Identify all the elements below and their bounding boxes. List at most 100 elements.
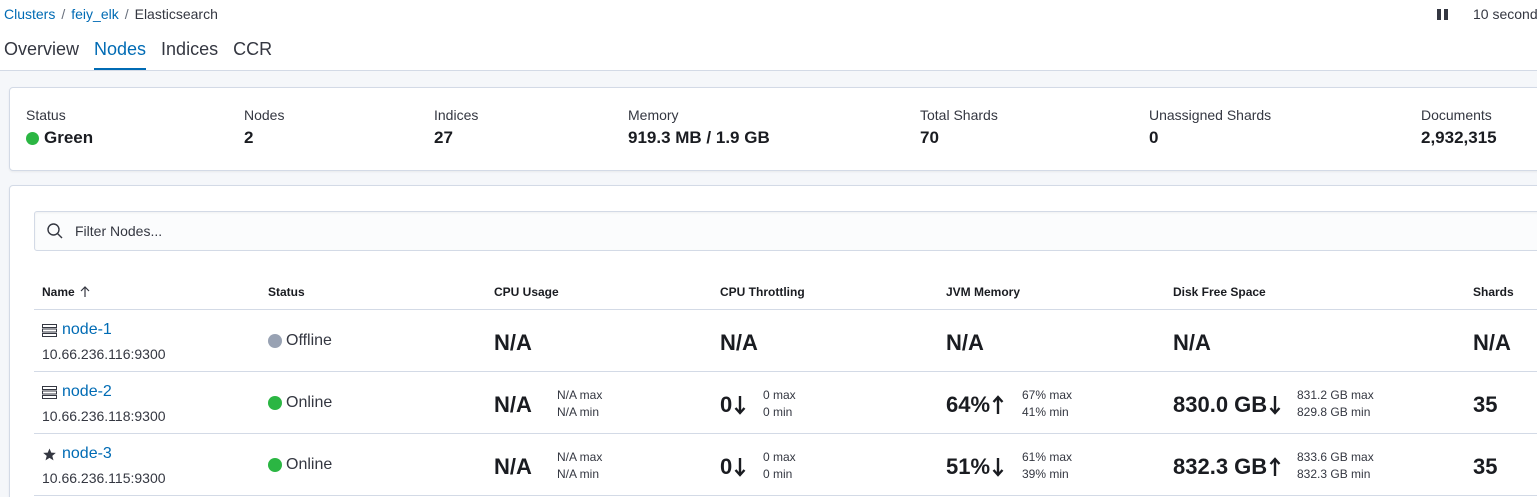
summary-total-shards-label: Total Shards <box>920 107 998 123</box>
shards-value: N/A <box>1473 330 1511 355</box>
node-address: 10.66.236.115:9300 <box>42 470 166 486</box>
disk-free-range: 831.2 GB max 829.8 GB min <box>1297 387 1374 421</box>
search-icon <box>47 223 63 239</box>
column-header-status[interactable]: Status <box>268 285 305 299</box>
jvm-memory-value: N/A <box>946 330 984 355</box>
table-header: Name Status CPU Usage CPU Throttling JVM… <box>34 270 1537 310</box>
arrow-down-icon <box>734 458 746 477</box>
tab-ccr[interactable]: CCR <box>233 39 273 59</box>
summary-status-value: Green <box>44 128 94 147</box>
disk-free-value: 832.3 GB <box>1173 454 1268 479</box>
column-header-cpu-usage[interactable]: CPU Usage <box>494 285 559 299</box>
summary-indices-value: 27 <box>434 128 453 147</box>
header: Clusters / feiy_elk / Elasticsearch 10 secon… <box>0 0 1537 71</box>
server-icon <box>42 323 57 337</box>
cpu-usage-value: N/A <box>494 454 532 479</box>
nodes-table: Name Status CPU Usage CPU Throttling JVM… <box>34 270 1537 496</box>
summary-status: Status Green <box>26 107 93 148</box>
cpu-usage-value: N/A <box>494 392 532 417</box>
node-name-link[interactable]: node-3 <box>42 445 112 463</box>
cpu-throttling-cell: 0 <box>720 392 746 418</box>
summary-documents-value: 2,932,315 <box>1421 128 1497 147</box>
cpu-throttling-value: 0 <box>720 392 733 417</box>
summary-unassigned-shards: Unassigned Shards 0 <box>1149 107 1271 148</box>
status-offline-dot-icon <box>268 334 282 348</box>
status-online-dot-icon <box>268 458 282 472</box>
arrow-down-icon <box>992 458 1004 477</box>
tab-bar: Overview Nodes Indices CCR <box>4 36 272 71</box>
summary-documents-label: Documents <box>1421 107 1492 123</box>
disk-free-min: 832.3 GB min <box>1297 467 1371 481</box>
nodes-panel: Name Status CPU Usage CPU Throttling JVM… <box>9 185 1537 497</box>
tab-indices[interactable]: Indices <box>161 39 219 59</box>
summary-documents: Documents 2,932,315 <box>1421 107 1497 148</box>
cpu-usage-min: N/A min <box>557 467 600 481</box>
summary-indices-label: Indices <box>434 107 479 123</box>
node-name: node-1 <box>62 321 112 338</box>
auto-refresh-control: 10 seconds <box>1437 6 1537 22</box>
disk-free-cell: 832.3 GB <box>1173 454 1281 480</box>
server-icon <box>42 385 57 399</box>
cluster-summary: Status Green Nodes 2 Indices 27 Memory 9… <box>9 87 1537 171</box>
star-icon <box>43 447 56 460</box>
summary-total-shards: Total Shards 70 <box>920 107 998 148</box>
summary-memory-value: 919.3 MB / 1.9 GB <box>628 128 770 147</box>
disk-free-value: N/A <box>1173 330 1211 355</box>
jvm-memory-max: 61% max <box>1022 450 1073 464</box>
cpu-usage-min: N/A min <box>557 405 600 419</box>
shards-value: 35 <box>1473 392 1498 417</box>
cpu-throttling-value: 0 <box>720 454 733 479</box>
jvm-memory-cell: 64% <box>946 392 1004 418</box>
jvm-memory-range: 61% max 39% min <box>1022 449 1072 483</box>
disk-free-min: 829.8 GB min <box>1297 405 1371 419</box>
node-status: Offline <box>268 332 332 350</box>
cpu-usage-range: N/A max N/A min <box>557 387 602 421</box>
table-row: node-2 10.66.236.118:9300 Online N/A N/A… <box>34 372 1537 434</box>
cpu-throttling-max: 0 max <box>763 388 796 402</box>
jvm-memory-range: 67% max 41% min <box>1022 387 1072 421</box>
column-header-shards[interactable]: Shards <box>1473 285 1514 299</box>
summary-nodes-value: 2 <box>244 128 254 147</box>
node-status-label: Online <box>286 394 333 411</box>
summary-status-label: Status <box>26 107 66 123</box>
cpu-usage-value: N/A <box>494 330 532 355</box>
cpu-usage-max: N/A max <box>557 388 603 402</box>
summary-nodes: Nodes 2 <box>244 107 284 148</box>
jvm-memory-min: 41% min <box>1022 405 1069 419</box>
node-name: node-3 <box>62 445 112 462</box>
column-header-disk-free-space[interactable]: Disk Free Space <box>1173 285 1266 299</box>
cpu-throttling-min: 0 min <box>763 467 793 481</box>
jvm-memory-value: 51% <box>946 454 991 479</box>
arrow-down-icon <box>1269 396 1281 415</box>
pause-icon[interactable] <box>1437 8 1449 20</box>
arrow-down-icon <box>734 396 746 415</box>
column-header-jvm-memory[interactable]: JVM Memory <box>946 285 1021 299</box>
column-header-cpu-throttling[interactable]: CPU Throttling <box>720 285 805 299</box>
node-status: Online <box>268 394 332 412</box>
arrow-up-icon <box>992 395 1004 414</box>
disk-free-value: 830.0 GB <box>1173 392 1268 417</box>
cpu-throttling-cell: 0 <box>720 454 746 480</box>
refresh-interval[interactable]: 10 seconds <box>1473 6 1537 22</box>
breadcrumb-separator: / <box>61 6 66 22</box>
filter-nodes-input[interactable] <box>75 212 1475 250</box>
table-row: node-3 10.66.236.115:9300 Online N/A N/A… <box>34 434 1537 496</box>
arrow-up-icon <box>1269 457 1281 476</box>
node-name-link[interactable]: node-2 <box>42 383 112 401</box>
status-green-dot-icon <box>26 131 39 145</box>
node-name: node-2 <box>62 383 112 400</box>
summary-total-shards-value: 70 <box>920 128 939 147</box>
disk-free-range: 833.6 GB max 832.3 GB min <box>1297 449 1374 483</box>
column-header-name-label: Name <box>42 285 75 299</box>
jvm-memory-min: 39% min <box>1022 467 1069 481</box>
cpu-throttling-value: N/A <box>720 330 758 355</box>
tab-overview[interactable]: Overview <box>4 39 80 59</box>
column-header-name[interactable]: Name <box>42 285 90 299</box>
breadcrumb-clusters-link[interactable]: Clusters <box>4 6 56 22</box>
jvm-memory-value: 64% <box>946 392 991 417</box>
tab-nodes[interactable]: Nodes <box>94 36 147 70</box>
node-name-link[interactable]: node-1 <box>42 321 112 339</box>
shards-value: 35 <box>1473 454 1498 479</box>
node-status-label: Offline <box>286 332 332 349</box>
breadcrumb-cluster-link[interactable]: feiy_elk <box>71 6 119 22</box>
